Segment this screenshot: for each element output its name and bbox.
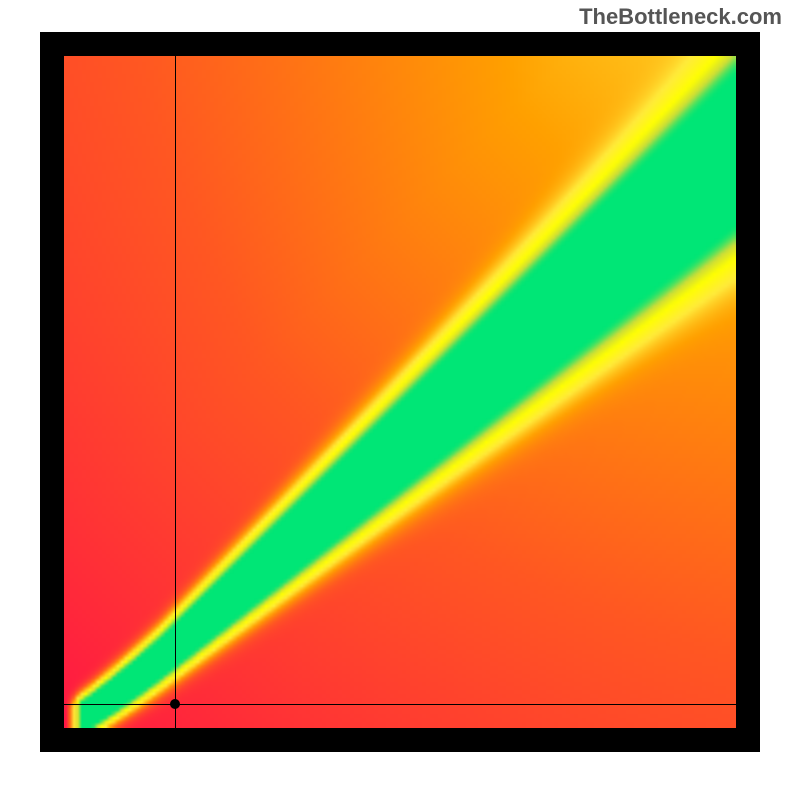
heatmap-chart: [40, 32, 760, 752]
heatmap-canvas: [64, 56, 736, 728]
crosshair-vertical: [175, 56, 176, 728]
crosshair-horizontal: [64, 704, 736, 705]
data-point-marker: [170, 699, 180, 709]
watermark-text: TheBottleneck.com: [579, 4, 782, 30]
